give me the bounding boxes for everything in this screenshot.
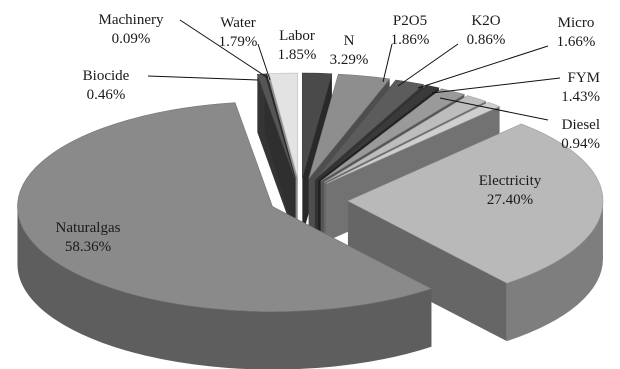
- slice-percent-naturalgas: 58.36%: [65, 239, 111, 255]
- slice-label-fym: FYM: [567, 70, 600, 86]
- pie-slice-top-biocide: [256, 73, 296, 179]
- pie-slice-top-p2o5: [314, 79, 425, 180]
- pie-slice-top-electricity: [347, 123, 604, 284]
- pie-slice-side-naturalgas: [17, 206, 432, 369]
- slice-percent-electricity: 27.40%: [487, 192, 533, 208]
- pie-slice-top-water: [268, 72, 299, 179]
- slice-label-micro: Micro: [558, 15, 595, 31]
- pie-slice-top-micro: [320, 88, 466, 182]
- slice-percent-diesel: 0.94%: [561, 136, 600, 152]
- pie-slice-top-diesel: [326, 101, 501, 184]
- slice-label-electricity: Electricity: [479, 173, 542, 189]
- slice-label-diesel: Diesel: [562, 117, 600, 133]
- leader-lines: [147, 19, 561, 121]
- leader-line-k2o: [397, 43, 459, 87]
- slice-percent-labor: 1.85%: [278, 47, 317, 63]
- leader-line-micro: [417, 45, 549, 89]
- leader-line-p2o5: [382, 43, 393, 83]
- slice-percent-biocide: 0.46%: [87, 87, 126, 103]
- slice-label-k2o: K2O: [471, 13, 500, 29]
- leader-line-fym: [431, 77, 561, 94]
- pie-slice-top-naturalgas: [17, 102, 433, 312]
- leader-line-diesel: [439, 97, 549, 121]
- pie-slice-electricity: [347, 123, 604, 342]
- pie-slice-wall-electricity: [347, 200, 507, 342]
- pie-slice-top-fym: [323, 95, 487, 183]
- pie-slice-naturalgas: [17, 102, 433, 369]
- slice-label-biocide: Biocide: [83, 68, 130, 84]
- pie-slice-side-electricity: [506, 200, 603, 342]
- leader-line-biocide: [147, 75, 259, 81]
- slice-percent-n: 3.29%: [330, 52, 369, 68]
- slice-percent-fym: 1.43%: [561, 89, 600, 105]
- pie-slice-top-labor: [302, 72, 333, 179]
- pie-slice-top-machinery: [264, 73, 296, 179]
- slice-percent-micro: 1.66%: [557, 34, 596, 50]
- slice-label-water: Water: [220, 15, 255, 31]
- slice-percent-p2o5: 1.86%: [391, 32, 430, 48]
- slice-label-p2o5: P2O5: [393, 13, 427, 29]
- slice-label-labor: Labor: [279, 28, 315, 44]
- slice-percent-machinery: 0.09%: [112, 31, 151, 47]
- slice-labels: Labor 1.85% N 3.29% P2O5 1.86% K2O 0.86% Micro 1.…: [56, 12, 600, 255]
- pie-slice-biocide: [256, 73, 296, 237]
- leader-line-water: [257, 43, 271, 81]
- slice-percent-k2o: 0.86%: [467, 32, 506, 48]
- slice-label-machinery: Machinery: [99, 12, 164, 28]
- pie-slice-top-n: [308, 73, 391, 179]
- pie-slices: [17, 72, 604, 369]
- slice-percent-water: 1.79%: [219, 34, 258, 50]
- slice-label-n: N: [344, 33, 355, 49]
- slice-label-naturalgas: Naturalgas: [56, 220, 121, 236]
- leader-line-machinery: [179, 19, 269, 79]
